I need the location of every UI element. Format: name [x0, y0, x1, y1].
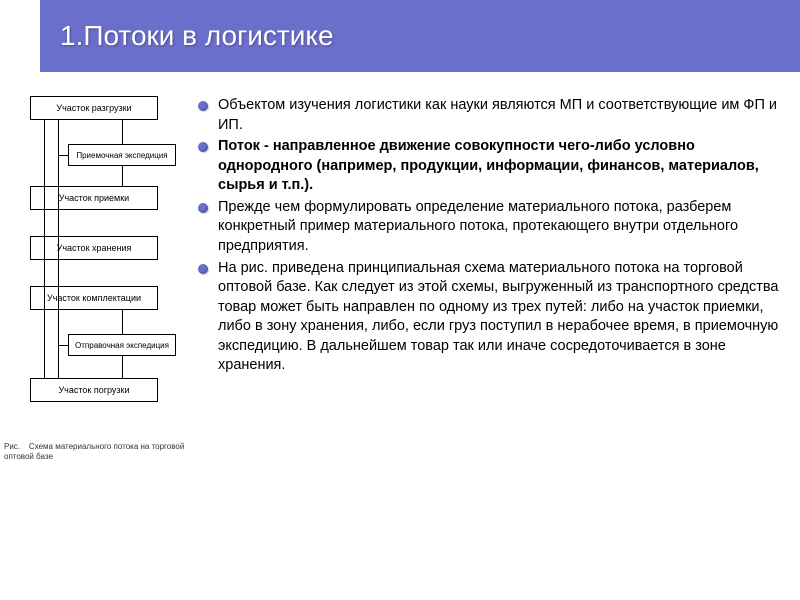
- bullet-icon: [198, 101, 208, 111]
- bullet-text: На рис. приведена принципиальная схема м…: [218, 259, 782, 376]
- content-area: Участок разгрузки Приемочная экспедиция Уч…: [0, 72, 800, 461]
- diagram-box: Участок разгрузки: [30, 96, 158, 120]
- connector-line: [122, 310, 123, 334]
- bullet-text: Поток - направленное движение совокупнос…: [218, 137, 782, 196]
- slide-header: 1.Потоки в логистике: [0, 0, 800, 72]
- diagram-box: Участок комплектации: [30, 286, 158, 310]
- bullet-icon: [198, 203, 208, 213]
- bullet-item: Прежде чем формулировать определение мат…: [198, 198, 782, 257]
- connector-line: [58, 120, 59, 378]
- bullet-icon: [198, 142, 208, 152]
- connector-line: [58, 345, 68, 346]
- connector-line: [122, 166, 123, 186]
- connector-line: [44, 120, 45, 378]
- slide-title: 1.Потоки в логистике: [60, 20, 334, 52]
- diagram-box: Приемочная экспедиция: [68, 144, 176, 166]
- diagram-caption: Рис. Схема материального потока на торго…: [4, 442, 190, 461]
- bullet-item: На рис. приведена принципиальная схема м…: [198, 259, 782, 376]
- diagram-box: Участок хранения: [30, 236, 158, 260]
- bullet-list: Объектом изучения логистики как науки яв…: [198, 96, 782, 461]
- connector-line: [122, 120, 123, 144]
- bullet-icon: [198, 264, 208, 274]
- diagram-box: Участок приемки: [30, 186, 158, 210]
- bullet-item: Поток - направленное движение совокупнос…: [198, 137, 782, 196]
- flow-diagram: Участок разгрузки Приемочная экспедиция Уч…: [4, 96, 190, 461]
- bullet-text: Прежде чем формулировать определение мат…: [218, 198, 782, 257]
- diagram-box: Участок погрузки: [30, 378, 158, 402]
- connector-line: [122, 356, 123, 378]
- connector-line: [58, 155, 68, 156]
- bullet-text: Объектом изучения логистики как науки яв…: [218, 96, 782, 135]
- diagram-box: Отправочная экспедиция: [68, 334, 176, 356]
- bullet-item: Объектом изучения логистики как науки яв…: [198, 96, 782, 135]
